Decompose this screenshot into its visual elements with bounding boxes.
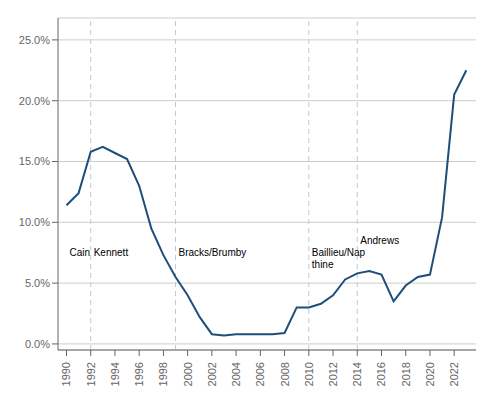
svg-text:2018: 2018 [400,362,412,386]
svg-text:2022: 2022 [448,362,460,386]
svg-text:2014: 2014 [351,362,363,386]
svg-text:2004: 2004 [230,362,242,386]
svg-text:2000: 2000 [182,362,194,386]
svg-text:25.0%: 25.0% [19,34,50,46]
svg-text:2002: 2002 [206,362,218,386]
svg-text:Kennett: Kennett [94,247,129,258]
svg-text:2006: 2006 [254,362,266,386]
svg-text:2010: 2010 [303,362,315,386]
svg-text:2008: 2008 [279,362,291,386]
svg-text:10.0%: 10.0% [19,216,50,228]
svg-text:5.0%: 5.0% [25,277,50,289]
svg-text:Baillieu/Napthine: Baillieu/Napthine [312,247,366,270]
svg-text:1994: 1994 [109,362,121,386]
svg-text:1990: 1990 [60,362,72,386]
svg-text:20.0%: 20.0% [19,95,50,107]
svg-text:2012: 2012 [327,362,339,386]
svg-text:1992: 1992 [85,362,97,386]
svg-text:2016: 2016 [375,362,387,386]
svg-text:Cain: Cain [69,247,90,258]
svg-text:1998: 1998 [157,362,169,386]
svg-text:1996: 1996 [133,362,145,386]
svg-text:0.0%: 0.0% [25,338,50,350]
svg-text:Bracks/Brumby: Bracks/Brumby [179,247,247,258]
svg-text:15.0%: 15.0% [19,155,50,167]
svg-text:2020: 2020 [424,362,436,386]
svg-text:Andrews: Andrews [360,235,399,246]
